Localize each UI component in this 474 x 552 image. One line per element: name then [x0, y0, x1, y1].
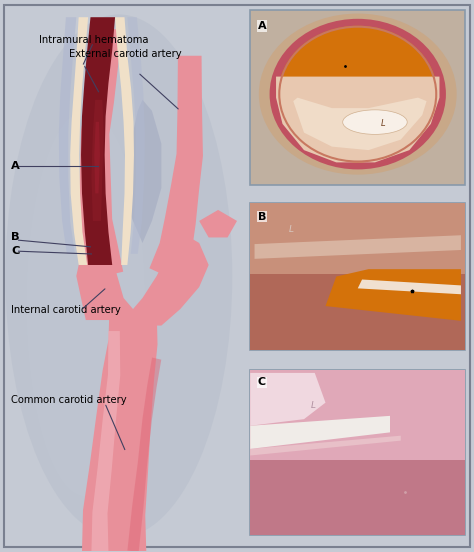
Bar [250, 460, 465, 535]
Polygon shape [128, 358, 161, 552]
Text: Internal carotid artery: Internal carotid artery [11, 305, 121, 315]
Polygon shape [78, 26, 123, 280]
Polygon shape [250, 416, 390, 449]
Polygon shape [255, 235, 461, 259]
Polygon shape [91, 331, 120, 551]
Polygon shape [70, 17, 88, 265]
Text: B: B [11, 232, 20, 242]
Bar [250, 274, 465, 351]
Bar [250, 370, 465, 460]
Text: L: L [310, 401, 315, 411]
Text: L: L [381, 119, 386, 129]
Polygon shape [276, 77, 439, 162]
Text: A: A [11, 161, 20, 171]
Bar [250, 203, 465, 351]
Polygon shape [250, 373, 326, 426]
Text: Intramural hematoma: Intramural hematoma [38, 35, 148, 45]
Polygon shape [94, 122, 100, 193]
Polygon shape [149, 56, 203, 284]
Text: Common carotid artery: Common carotid artery [11, 395, 127, 405]
Text: C: C [258, 378, 266, 388]
Polygon shape [91, 100, 104, 221]
Text: A: A [258, 21, 266, 31]
Text: C: C [11, 246, 19, 256]
Ellipse shape [278, 26, 438, 162]
Polygon shape [250, 436, 401, 455]
Polygon shape [81, 17, 115, 265]
Bar [250, 370, 465, 535]
Polygon shape [326, 269, 461, 321]
Polygon shape [82, 309, 157, 551]
Ellipse shape [5, 14, 232, 538]
Ellipse shape [27, 111, 145, 496]
Polygon shape [76, 232, 209, 326]
Polygon shape [59, 17, 76, 254]
Bar [250, 203, 465, 274]
Ellipse shape [343, 110, 407, 134]
Ellipse shape [270, 19, 446, 169]
FancyBboxPatch shape [4, 5, 470, 547]
Polygon shape [199, 210, 237, 237]
Polygon shape [293, 98, 427, 150]
Text: B: B [258, 211, 266, 221]
Polygon shape [358, 279, 461, 294]
Text: External carotid artery: External carotid artery [69, 49, 182, 59]
Polygon shape [128, 17, 145, 254]
Polygon shape [115, 17, 134, 265]
Ellipse shape [259, 14, 456, 174]
Bar [250, 10, 465, 185]
Text: L: L [289, 225, 294, 234]
Polygon shape [128, 100, 161, 243]
